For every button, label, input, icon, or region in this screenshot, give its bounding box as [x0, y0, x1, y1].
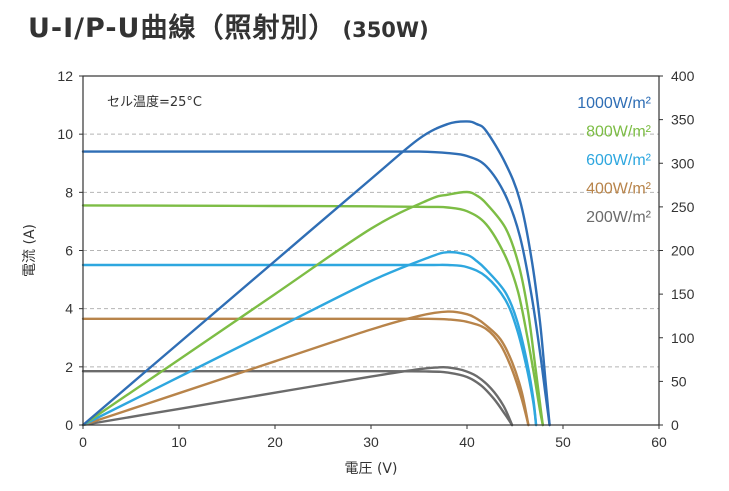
- x-tick-label: 10: [171, 434, 187, 450]
- tick-labels: 0 10 20 30 40 50 60024681012050100150200250300…: [57, 68, 694, 450]
- chart-title-power: (350W): [342, 18, 429, 42]
- legend-entry-2: 600W/m²: [586, 152, 652, 169]
- current-curve-2: [81, 263, 538, 427]
- y2-tick-label: 400: [671, 68, 695, 84]
- x-tick-label: 50: [555, 434, 571, 450]
- power-curve-4: [81, 365, 514, 427]
- current-curve-1: [81, 204, 544, 427]
- y-tick-label: 8: [65, 184, 73, 200]
- y2-tick-label: 300: [671, 155, 695, 171]
- current-curve-4: [81, 369, 514, 427]
- chart-title-main: U-I/P-U曲線: [28, 13, 197, 44]
- power-curve-1: [81, 190, 544, 427]
- y2-tick-label: 200: [671, 243, 695, 259]
- chart-title: U-I/P-U曲線 （照射別） (350W): [28, 6, 429, 46]
- current-curve-0: [81, 150, 551, 427]
- y2-tick-label: 100: [671, 330, 695, 346]
- chart-title-paren: （照射別）: [196, 13, 337, 44]
- legend-entry-3: 400W/m²: [586, 181, 652, 198]
- y2-tick-label: 250: [671, 199, 695, 215]
- y2-tick-label: 350: [671, 112, 695, 128]
- curves: [81, 120, 551, 427]
- y-axis-label: 電流 (A): [22, 224, 38, 277]
- y-tick-label: 2: [65, 359, 73, 375]
- temperature-note: セル温度=25°C: [107, 94, 202, 110]
- x-tick-label: 20: [267, 434, 283, 450]
- y2-tick-label: 0: [671, 417, 679, 433]
- y-tick-label: 10: [57, 126, 73, 142]
- y-tick-label: 4: [65, 301, 73, 317]
- power-curve-0: [81, 120, 551, 427]
- power-curve-2: [81, 250, 538, 427]
- grid-lines: [83, 133, 659, 368]
- y2-tick-label: 150: [671, 286, 695, 302]
- power-curve-3: [81, 310, 530, 427]
- y-tick-label: 6: [65, 243, 73, 259]
- y2-tick-label: 50: [671, 373, 687, 389]
- x-tick-label: 30: [363, 434, 379, 450]
- x-tick-label: 0: [79, 434, 87, 450]
- x-tick-label: 40: [459, 434, 475, 450]
- legend-entry-0: 1000W/m²: [577, 95, 651, 112]
- x-tick-label: 60: [651, 434, 667, 450]
- y-tick-label: 0: [65, 417, 73, 433]
- x-axis-label: 電圧 (V): [345, 461, 398, 477]
- legend-entry-4: 200W/m²: [586, 209, 652, 226]
- legend: 1000W/m² 800W/m² 600W/m² 400W/m² 200W/m²: [577, 95, 651, 226]
- legend-entry-1: 800W/m²: [586, 124, 652, 141]
- y-tick-label: 12: [57, 68, 73, 84]
